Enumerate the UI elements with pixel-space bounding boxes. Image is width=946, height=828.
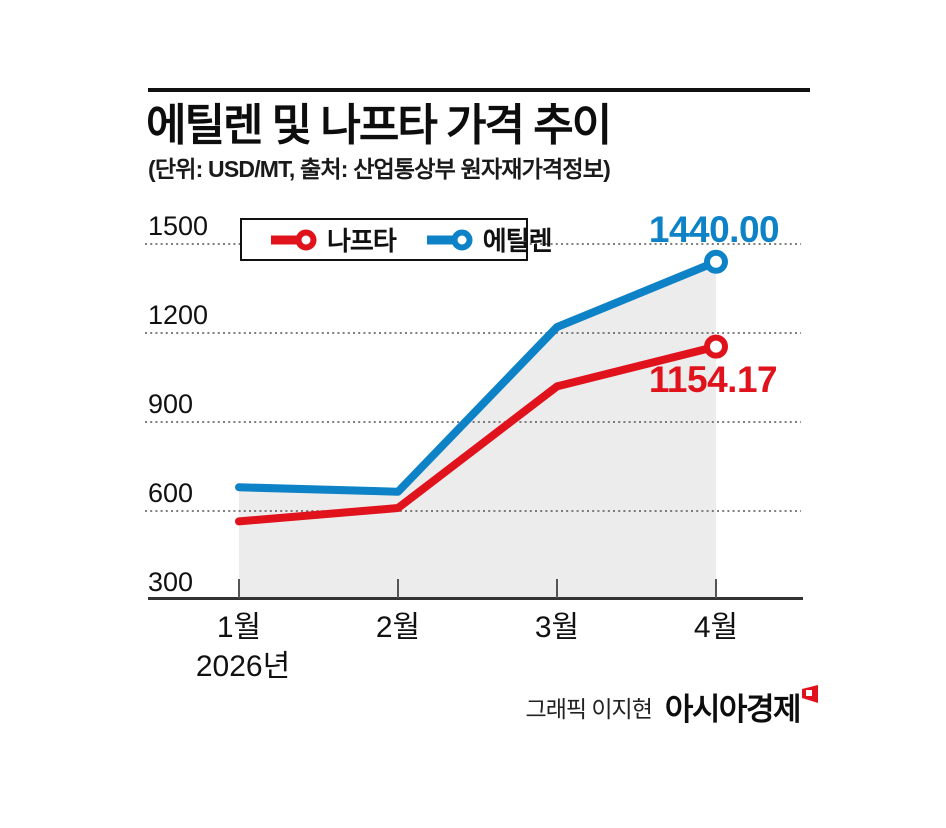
naphtha-line-marker-icon bbox=[271, 229, 317, 250]
ethylene-line bbox=[235, 257, 720, 496]
brand-flag-icon bbox=[802, 685, 818, 703]
brand-logo: 아시아경제 bbox=[664, 685, 818, 727]
x-axis-label-4: 4월 bbox=[693, 611, 739, 644]
y-axis-label-300: 300 bbox=[148, 567, 194, 597]
x-axis-label-2: 2월 bbox=[375, 611, 421, 644]
y-axis-label-1200: 1200 bbox=[148, 300, 209, 330]
y-axis-label-900: 900 bbox=[148, 389, 194, 419]
legend-label-naphtha: 나프타 bbox=[327, 226, 397, 256]
chart-subtitle: (단위: USD/MT, 출처: 산업통상부 원자재가격정보) bbox=[148, 156, 611, 182]
ethylene-area-fill bbox=[239, 261, 716, 597]
footer: 그래픽 이지현 아시아경제 bbox=[525, 685, 818, 727]
legend-label-ethylene: 에틸렌 bbox=[482, 226, 553, 256]
legend-item-ethylene: 에틸렌 bbox=[424, 221, 553, 258]
top-rule bbox=[148, 88, 810, 92]
ethylene-endpoint-marker bbox=[704, 249, 728, 274]
x-axis-label-3: 3월 bbox=[534, 611, 580, 644]
chart-title: 에틸렌 및 나프타 가격 추이 bbox=[146, 101, 612, 150]
naphtha-line bbox=[235, 342, 720, 526]
y-axis-label-600: 600 bbox=[148, 478, 194, 508]
naphtha-value-label: 1154.17 bbox=[648, 359, 778, 400]
x-axis-year-label: 2026년 bbox=[195, 650, 291, 683]
x-axis-label-1: 1월 bbox=[216, 611, 262, 644]
y-axis-label-1500: 1500 bbox=[148, 211, 209, 241]
brand-name: 아시아경제 bbox=[664, 692, 802, 727]
legend-item-naphtha: 나프타 bbox=[268, 221, 397, 258]
graphic-credit: 그래픽 이지현 bbox=[525, 695, 653, 722]
ethylene-value-label: 1440.00 bbox=[648, 209, 780, 250]
ethylene-line-marker-icon bbox=[426, 229, 473, 250]
legend: 나프타 에틸렌 bbox=[240, 218, 553, 261]
naphtha-endpoint-marker bbox=[704, 334, 728, 359]
